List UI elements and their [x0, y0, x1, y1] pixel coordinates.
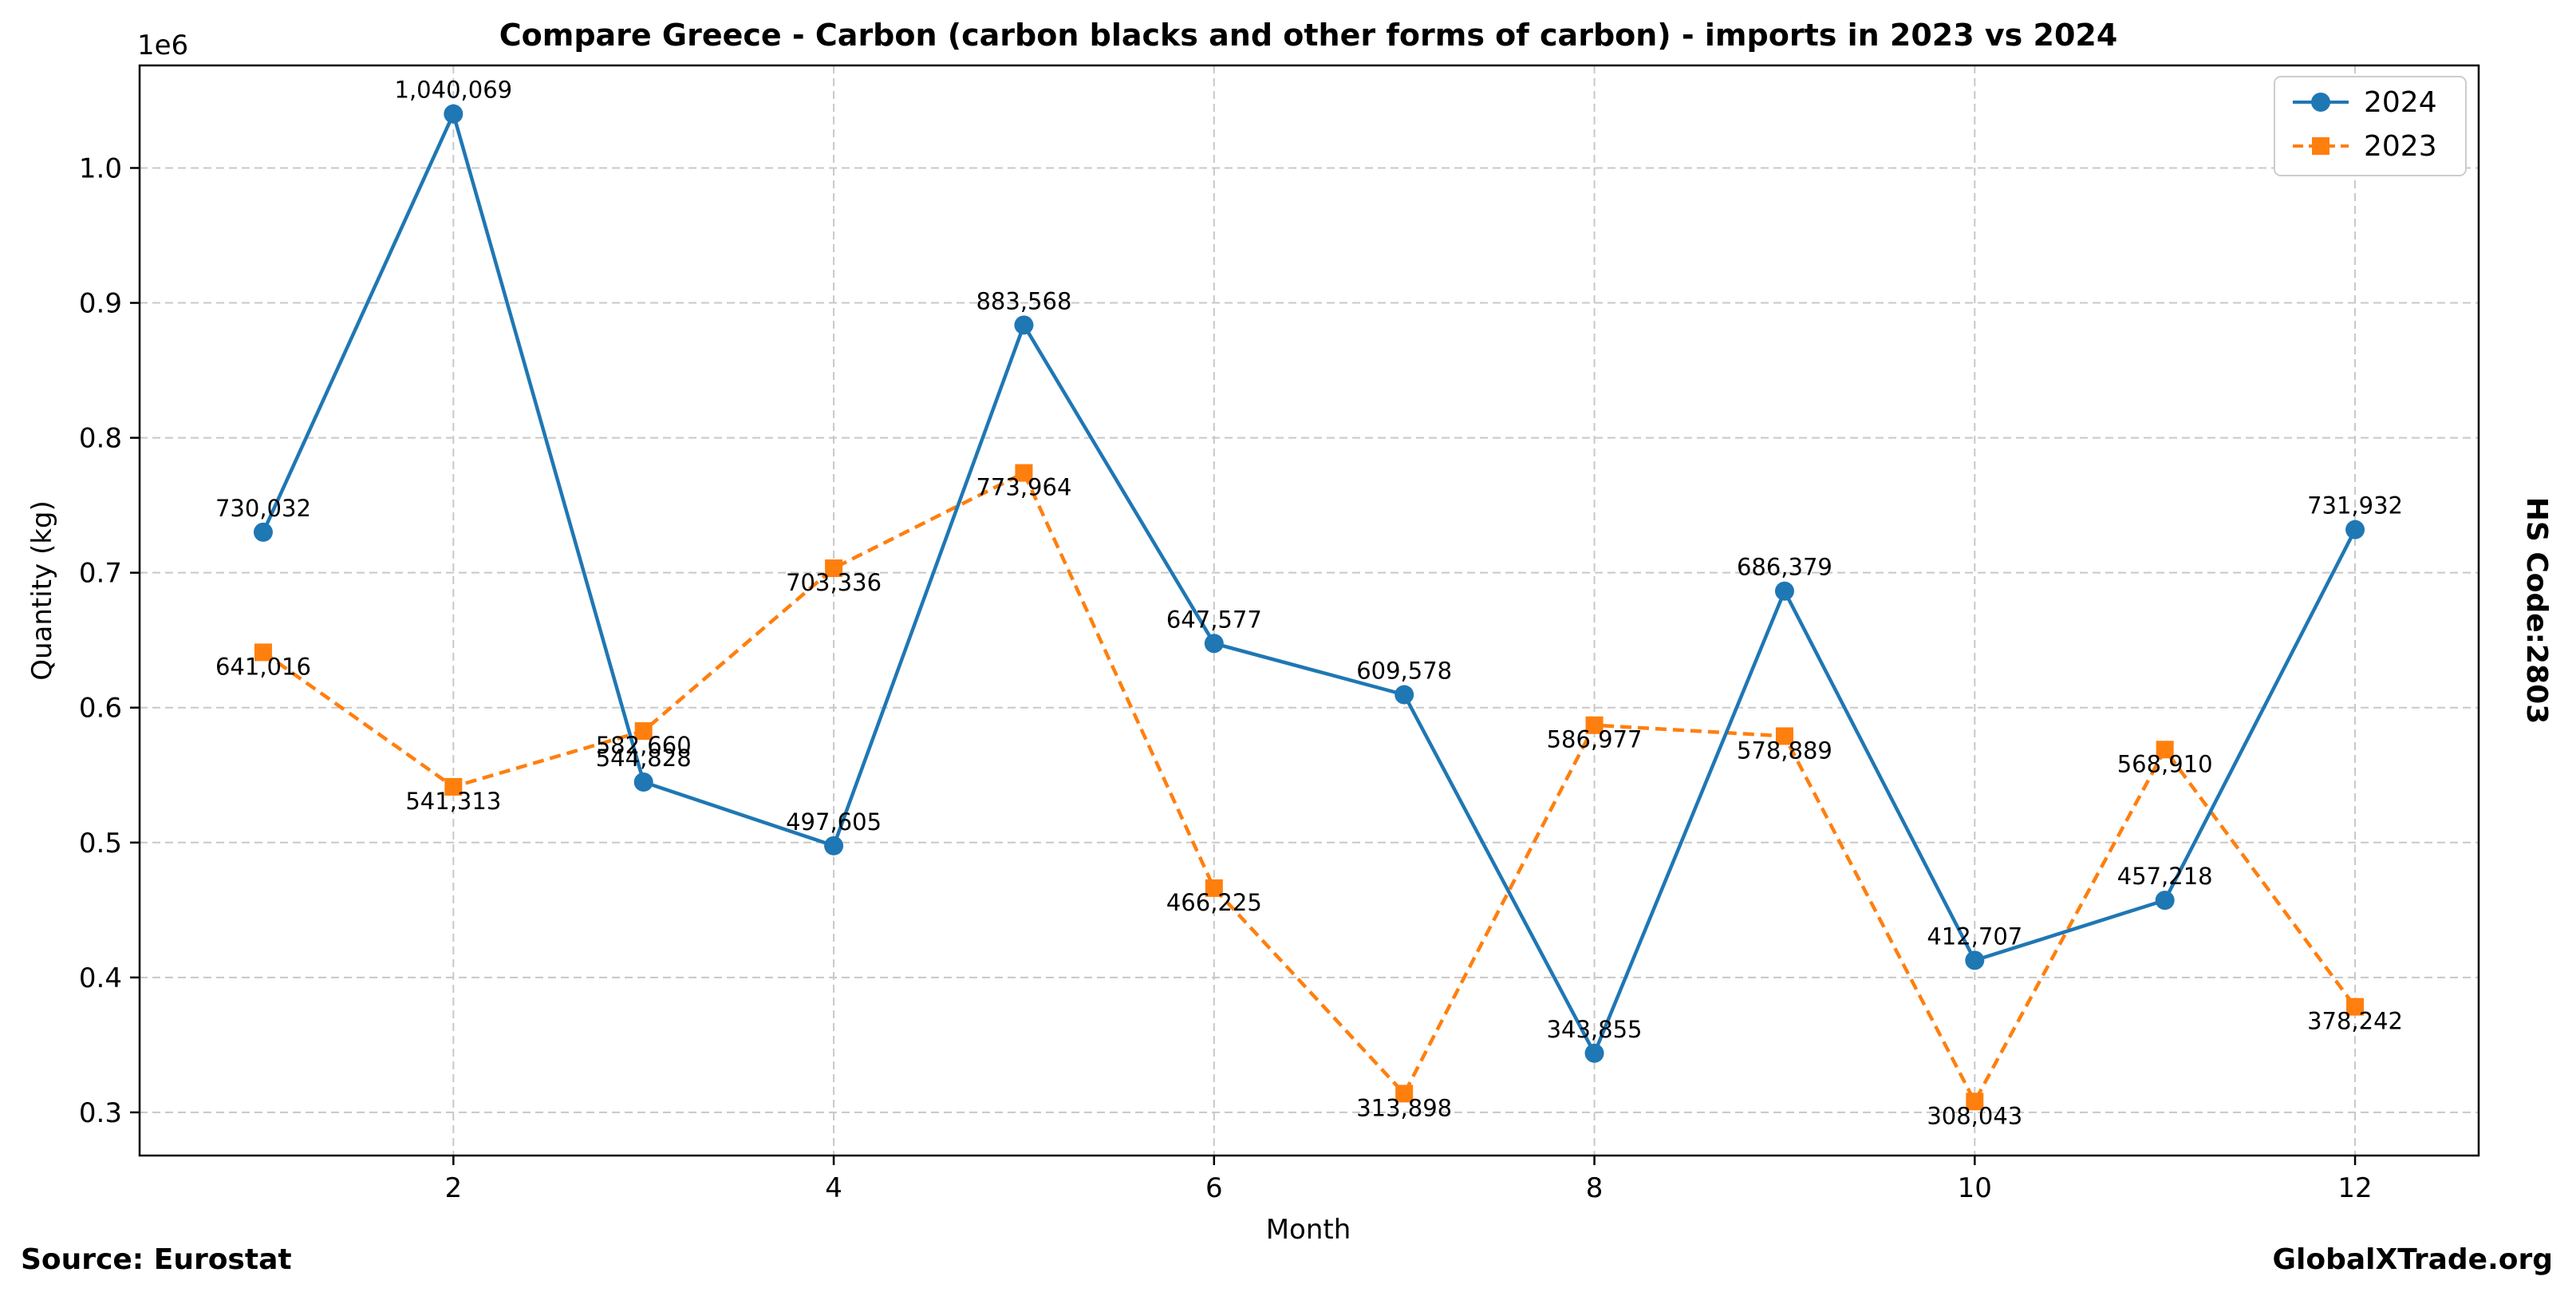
series-2024-point	[1774, 581, 1794, 601]
series-2023-point	[444, 777, 463, 796]
data-label-2024: 544,828	[596, 745, 692, 772]
y-offset-label: 1e6	[137, 30, 188, 61]
series-2024-point	[1014, 315, 1034, 335]
series-2024-point	[253, 522, 273, 542]
data-label-2024: 647,577	[1166, 606, 1262, 633]
x-tick-label: 6	[1205, 1172, 1223, 1204]
data-label-2024: 497,605	[786, 808, 882, 836]
data-label-2023: 578,889	[1737, 737, 1832, 764]
series-2024-point	[824, 836, 844, 855]
data-label-2023: 378,242	[2307, 1008, 2403, 1035]
series-2024-point	[2155, 891, 2175, 911]
legend-label-2024: 2024	[2364, 86, 2437, 119]
data-label-2023: 773,964	[976, 474, 1071, 501]
series-2024-point	[444, 104, 464, 124]
series-2023-point	[1775, 727, 1793, 745]
data-label-2023: 641,016	[215, 653, 311, 680]
y-tick-label: 0.9	[79, 288, 122, 320]
brand-label: GlobalXTrade.org	[2272, 1243, 2553, 1276]
series-2024-point	[2345, 520, 2365, 539]
x-tick-label: 4	[825, 1172, 842, 1204]
series-2024-line	[261, 112, 2357, 1056]
data-label-2023: 568,910	[2117, 750, 2213, 777]
data-label-2024: 1,040,069	[395, 77, 513, 104]
data-labels: 730,032 1,040,069 544,828 497,605 883,568 647…	[215, 77, 2403, 1130]
x-tick-label: 12	[2337, 1172, 2372, 1204]
legend: 2024 2023	[2274, 76, 2467, 176]
y-tick-label: 0.5	[79, 828, 122, 859]
y-tick-label: 0.7	[79, 558, 122, 590]
data-label-2024: 686,379	[1737, 554, 1832, 581]
legend-marker-2024	[2311, 93, 2330, 112]
y-tick-label: 0.6	[79, 693, 122, 725]
data-label-2023: 582,660	[596, 732, 692, 759]
series-2024-point	[1204, 634, 1224, 654]
data-label-2023: 541,313	[405, 788, 501, 815]
data-label-2024: 883,568	[976, 287, 1071, 314]
source-label: Source: Eurostat	[21, 1243, 292, 1276]
series-layer	[253, 104, 2365, 1111]
series-2023-point	[1395, 1085, 1414, 1103]
series-2023-point	[2346, 998, 2365, 1016]
series-2023-line	[262, 471, 2357, 1104]
data-label-2024: 343,855	[1547, 1016, 1643, 1043]
grid	[140, 65, 2479, 1156]
legend-marker-2023	[2312, 137, 2329, 155]
data-label-2023: 313,898	[1356, 1094, 1452, 1121]
legend-label-2023: 2023	[2364, 130, 2437, 163]
series-2023-point	[1585, 716, 1604, 734]
series-2023-point	[1205, 879, 1223, 897]
data-label-2023: 703,336	[786, 569, 882, 596]
series-2023-point	[2156, 741, 2174, 759]
y-tick-label: 0.3	[79, 1097, 122, 1129]
data-label-2024: 731,932	[2307, 492, 2403, 520]
y-axis-label: Quantity (kg)	[26, 500, 58, 681]
series-2024-point	[1584, 1043, 1604, 1063]
data-label-2023: 308,043	[1927, 1102, 2022, 1129]
series-2024-point	[633, 772, 653, 792]
x-tick-label: 8	[1586, 1172, 1604, 1204]
series-2023-point	[254, 643, 272, 662]
series-2024-point	[1965, 950, 1985, 970]
x-tick-label: 2	[444, 1172, 462, 1204]
data-label-2024: 457,218	[2117, 863, 2213, 890]
x-axis: 2 4 6 8 10 12	[444, 1156, 2373, 1204]
x-tick-label: 10	[1958, 1172, 1992, 1204]
series-2024-point	[1395, 685, 1414, 705]
chart-title: Compare Greece - Carbon (carbon blacks a…	[499, 18, 2118, 53]
plot-frame	[138, 64, 2480, 1157]
data-label-2023: 466,225	[1166, 889, 1262, 916]
data-label-2023: 586,977	[1547, 726, 1643, 753]
x-axis-label: Month	[1266, 1214, 1351, 1246]
hs-code-label: HS Code:2803	[2520, 497, 2553, 725]
series-2023-point	[825, 559, 843, 578]
series-2023-point	[634, 722, 653, 741]
series-2023-point	[1966, 1093, 1984, 1111]
y-tick-label: 1.0	[79, 152, 122, 184]
data-label-2024: 730,032	[215, 495, 311, 522]
y-tick-label: 0.4	[79, 962, 122, 994]
series-2023-point	[1015, 464, 1033, 482]
data-label-2024: 412,707	[1927, 923, 2022, 950]
y-tick-label: 0.8	[79, 423, 122, 455]
series-2024	[253, 104, 2365, 1063]
data-label-2024: 609,578	[1356, 658, 1452, 685]
series-2023	[254, 464, 2365, 1111]
y-axis: 0.3 0.4 0.5 0.6 0.7 0.8 0.9 1.0	[79, 152, 140, 1129]
